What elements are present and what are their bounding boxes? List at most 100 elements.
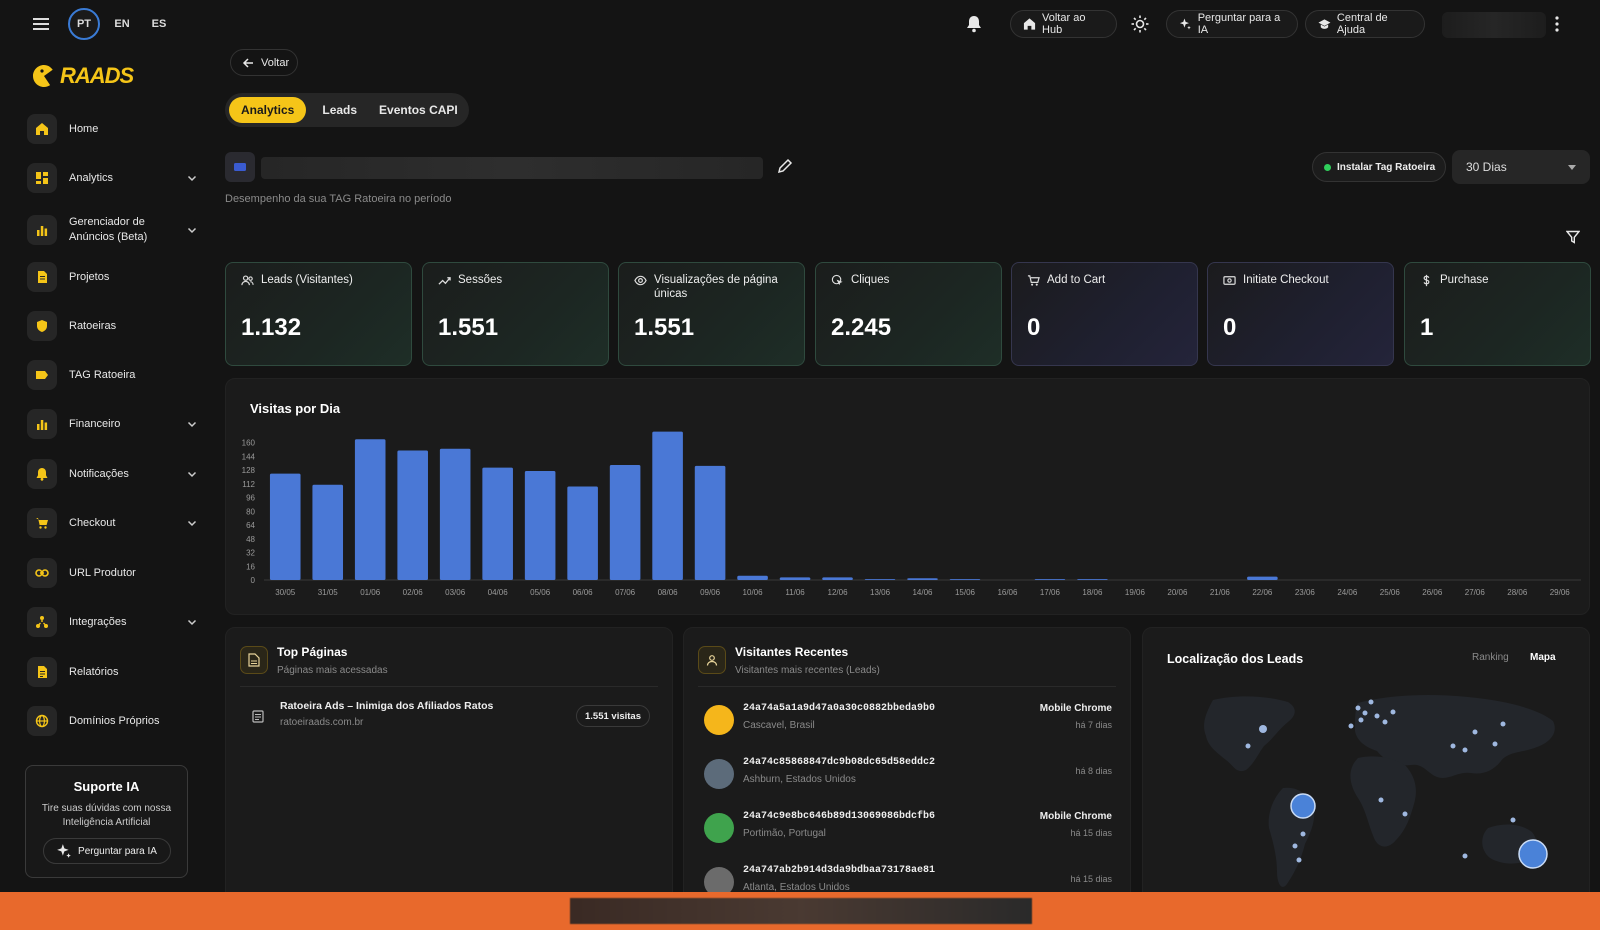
- tab-eventos-capi[interactable]: Eventos CAPI: [379, 103, 458, 117]
- chart-bar[interactable]: [1034, 579, 1066, 580]
- sidebar-item-relatorios[interactable]: Relatórios: [27, 656, 197, 688]
- period-select[interactable]: 30 Dias: [1452, 150, 1590, 184]
- x-tick-label: 05/06: [530, 588, 551, 597]
- sidebar-item-integracoes[interactable]: Integrações: [27, 606, 197, 638]
- user-profile-blurred[interactable]: [1442, 12, 1546, 38]
- map-lead-marker[interactable]: [1355, 705, 1361, 711]
- chart-bar[interactable]: [567, 486, 598, 580]
- ask-ia-button[interactable]: Perguntar para a IA: [1166, 10, 1298, 38]
- chart-bar[interactable]: [694, 465, 726, 580]
- map-lead-marker[interactable]: [1510, 817, 1516, 823]
- tab-mapa[interactable]: Mapa: [1530, 652, 1556, 663]
- map-lead-marker[interactable]: [1358, 717, 1364, 723]
- chart-bar[interactable]: [737, 575, 768, 580]
- period-select-value: 30 Dias: [1466, 160, 1507, 174]
- back-button[interactable]: Voltar: [230, 49, 298, 76]
- map-lead-marker[interactable]: [1492, 741, 1498, 747]
- sidebar-item-notificacoes[interactable]: Notificações: [27, 458, 197, 490]
- map-lead-marker[interactable]: [1378, 797, 1384, 803]
- visitor-id: 24a74c9e8bc646b89d13069086bdcfb6: [743, 811, 936, 822]
- report-icon: [27, 657, 57, 687]
- map-lead-marker[interactable]: [1300, 831, 1306, 837]
- map-lead-marker[interactable]: [1500, 721, 1506, 727]
- bell-icon[interactable]: [966, 15, 982, 38]
- chart-bar[interactable]: [439, 448, 471, 580]
- map-lead-marker[interactable]: [1390, 709, 1396, 715]
- sidebar-item-ads-manager[interactable]: Gerenciador de Anúncios (Beta): [27, 212, 197, 248]
- menu-icon[interactable]: [33, 16, 51, 32]
- tab-analytics[interactable]: Analytics: [229, 97, 307, 123]
- chart-bar[interactable]: [397, 450, 428, 580]
- chart-bar[interactable]: [864, 579, 896, 580]
- list-item[interactable]: Ratoeira Ads – Inimiga dos Afiliados Rat…: [240, 698, 658, 738]
- lang-en[interactable]: EN: [114, 18, 130, 30]
- cart-icon: [27, 508, 57, 538]
- users-icon: [241, 275, 254, 286]
- edit-icon[interactable]: [777, 158, 793, 179]
- map-lead-marker[interactable]: [1259, 725, 1267, 733]
- list-item[interactable]: 24a74c9e8bc646b89d13069086bdcfb6 Portimão…: [698, 809, 1116, 853]
- visitor-time: há 8 dias: [1075, 766, 1112, 776]
- chart-bar[interactable]: [524, 471, 556, 580]
- map-lead-marker[interactable]: [1296, 857, 1302, 863]
- map-lead-marker[interactable]: [1374, 713, 1380, 719]
- list-item[interactable]: 24a74c85868847dc9b08dc65d58eddc2 Ashburn,…: [698, 755, 1116, 799]
- list-item[interactable]: 24a74a5a1a9d47a0a30c0882bbeda9b0 Cascavel…: [698, 701, 1116, 745]
- theme-toggle-icon[interactable]: [1131, 15, 1149, 38]
- sidebar-item-ratoeiras[interactable]: Ratoeiras: [27, 310, 197, 342]
- map-lead-marker[interactable]: [1290, 793, 1316, 819]
- more-options-icon[interactable]: [1555, 16, 1559, 37]
- help-center-button[interactable]: Central de Ajuda: [1305, 10, 1425, 38]
- sidebar-item-home[interactable]: Home: [27, 113, 197, 145]
- chart-bar[interactable]: [907, 578, 938, 580]
- stat-card-initiate-checkout: Initiate Checkout 0: [1207, 262, 1394, 366]
- map-lead-marker[interactable]: [1382, 719, 1388, 725]
- chart-bar[interactable]: [779, 577, 811, 580]
- map-lead-marker[interactable]: [1450, 743, 1456, 749]
- chart-bar[interactable]: [312, 484, 344, 580]
- page-visits-badge: 1.551 visitas: [576, 705, 650, 727]
- support-ia-text: Tire suas dúvidas com nossa Inteligência…: [41, 803, 172, 828]
- map-lead-marker[interactable]: [1462, 747, 1468, 753]
- sidebar-item-tag-ratoeira[interactable]: TAG Ratoeira: [27, 359, 197, 391]
- sidebar-item-checkout[interactable]: Checkout: [27, 507, 197, 539]
- back-to-hub-button[interactable]: Voltar ao Hub: [1010, 10, 1117, 38]
- chart-bar[interactable]: [1077, 579, 1108, 580]
- map-lead-marker[interactable]: [1518, 839, 1548, 869]
- sidebar-item-analytics[interactable]: Analytics: [27, 162, 197, 194]
- map-lead-marker[interactable]: [1348, 723, 1354, 729]
- sidebar-item-financeiro[interactable]: Financeiro: [27, 408, 197, 440]
- chevron-down-icon: [187, 227, 197, 234]
- map-lead-marker[interactable]: [1245, 743, 1251, 749]
- sparkle-icon: [1179, 18, 1191, 30]
- install-tag-button[interactable]: Instalar Tag Ratoeira: [1312, 152, 1446, 182]
- sidebar-item-label: Analytics: [69, 171, 114, 184]
- sidebar-item-projetos[interactable]: Projetos: [27, 261, 197, 293]
- brand-logo[interactable]: RAADS: [31, 63, 134, 89]
- tab-leads[interactable]: Leads: [322, 103, 358, 117]
- lang-es[interactable]: ES: [151, 18, 167, 30]
- support-ia-button[interactable]: Perguntar para IA: [42, 838, 171, 864]
- chart-bar[interactable]: [949, 579, 981, 580]
- map-lead-marker[interactable]: [1368, 699, 1374, 705]
- map-lead-marker[interactable]: [1472, 729, 1478, 735]
- map-lead-marker[interactable]: [1402, 811, 1408, 817]
- world-map[interactable]: [1143, 688, 1590, 917]
- chart-bar[interactable]: [354, 439, 386, 580]
- chart-bar[interactable]: [482, 467, 513, 580]
- tab-ranking[interactable]: Ranking: [1472, 652, 1509, 663]
- map-lead-marker[interactable]: [1462, 853, 1468, 859]
- map-lead-marker[interactable]: [1362, 710, 1368, 716]
- sidebar-item-dominios[interactable]: Domínios Próprios: [27, 705, 197, 737]
- chart-bar[interactable]: [609, 465, 641, 580]
- map-lead-marker[interactable]: [1292, 843, 1298, 849]
- lang-pt[interactable]: PT: [68, 8, 100, 40]
- sidebar-item-url-produtor[interactable]: URL Produtor: [27, 557, 197, 589]
- chart-bar[interactable]: [1247, 576, 1278, 580]
- filter-icon[interactable]: [1565, 230, 1581, 249]
- chart-bar[interactable]: [269, 473, 301, 580]
- document-icon: [240, 646, 268, 674]
- chart-bar[interactable]: [652, 431, 683, 580]
- chart-bar[interactable]: [822, 577, 853, 580]
- sidebar-item-label: Checkout: [69, 516, 116, 529]
